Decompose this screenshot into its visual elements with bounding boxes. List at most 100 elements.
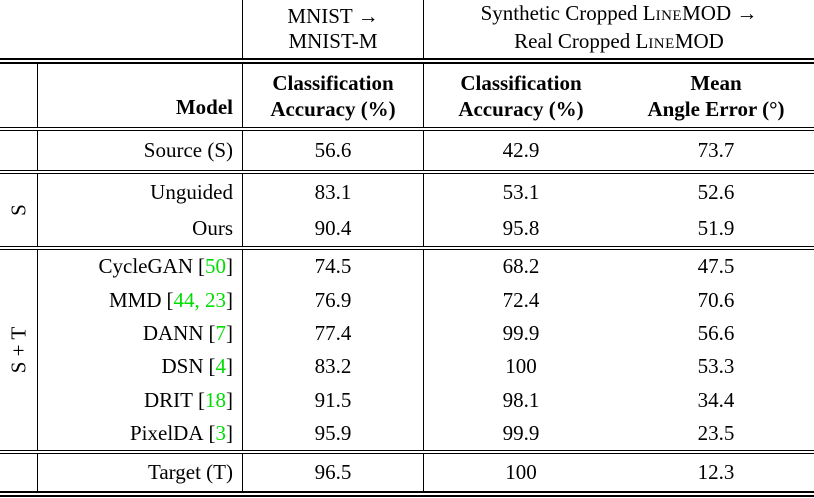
row-group-label-column: S + T [0,250,37,450]
model-cell: Target (T) [37,454,242,492]
model-name: MMD [108,287,162,312]
citation: [7] [209,321,234,346]
row-group: S Unguided 83.1 53.1 52.6 Ours 90.4 95.8… [0,174,814,246]
col2-header-line2: Accuracy (%) [458,96,584,121]
citation: [18] [198,388,233,413]
col1-header-line2: Accuracy (%) [270,96,396,121]
model-cell: PixelDA [3] [37,416,242,451]
table-row: Ours 90.4 95.8 51.9 [37,210,814,246]
classification-accuracy-linemod-cell: 99.9 [423,416,618,451]
dataset-header-row: MNIST → MNIST-M Synthetic Cropped LINEMO… [0,0,814,58]
model-name: DRIT [144,387,193,412]
citation-number[interactable]: 4 [215,354,227,379]
classification-accuracy-mnist-cell: 83.2 [242,350,423,384]
citation-close-bracket: ] [226,354,233,379]
model-cell: CycleGAN [50] [37,250,242,284]
classification-accuracy-linemod-cell: 68.2 [423,250,618,284]
table-rule-bottom [0,491,814,498]
model-name: CycleGAN [98,254,193,279]
model-cell: DRIT [18] [37,383,242,417]
classification-accuracy-linemod-cell: 95.8 [423,210,618,246]
row-group-rows: Source (S) 56.6 42.9 73.7 [37,131,814,170]
col3-header-line2: Angle Error (°) [647,96,785,121]
table-row: Unguided 83.1 53.1 52.6 [37,174,814,210]
citation: [4] [209,354,234,379]
col1-header: Classification Accuracy (%) [242,64,423,127]
section-divider-rule [0,170,814,174]
mean-angle-error-cell: 56.6 [697,320,735,345]
citation: [3] [209,421,234,446]
classification-accuracy-mnist-cell: 96.5 [242,454,423,492]
classification-accuracy-mnist-cell: 74.5 [242,250,423,284]
model-name: Source (S) [143,138,233,162]
mean-angle-error-cell: 53.3 [697,354,735,379]
citation-number[interactable]: 3 [215,421,227,446]
col2-header: Classification Accuracy (%) [423,64,618,127]
dataset-mnist-line1: MNIST → [287,4,379,28]
classification-accuracy-linemod-cell: 53.1 [423,174,618,210]
model-name: DANN [142,320,204,345]
mean-angle-error-cell: 47.5 [697,254,735,279]
row-group: S + T CycleGAN [50] 74.5 68.2 47.5 MMD [44… [0,250,814,451]
model-name: Unguided [150,179,233,204]
table-rule-below-header [0,127,814,131]
classification-accuracy-mnist-cell: 95.9 [242,416,423,451]
table-row: Target (T) 96.5 100 12.3 [37,454,814,492]
citation-close-bracket: ] [226,320,233,345]
table-row: PixelDA [3] 95.9 99.9 23.5 [37,416,814,451]
model-name: DSN [161,354,204,379]
citation-open-bracket: [ [198,387,205,412]
table-row: DANN [7] 77.4 99.9 56.6 [37,316,814,351]
col3-header: Mean Angle Error (°) [618,64,814,127]
section-divider-rule [0,450,814,455]
citation-open-bracket: [ [166,287,174,312]
classification-accuracy-linemod-cell: 100 [423,350,618,384]
classification-accuracy-linemod-cell: 72.4 [423,283,618,317]
citation-close-bracket: ] [226,287,233,312]
classification-accuracy-linemod-cell: 99.9 [423,316,618,351]
model-name: Target (T) [147,460,233,485]
model-cell: DANN [7] [37,316,242,351]
citation-open-bracket: [ [208,320,216,345]
citation-close-bracket: ] [226,254,233,279]
mean-angle-error-cell: 52.6 [697,179,735,204]
citation-number[interactable]: 50 [205,254,226,279]
citation-open-bracket: [ [208,354,216,379]
citation-open-bracket: [ [198,254,205,279]
classification-accuracy-mnist-cell: 76.9 [242,283,423,317]
model-cell: Ours [37,210,242,246]
model-column-header: Model [37,64,242,127]
citation-number[interactable]: 44, 23 [173,287,227,312]
model-name: Ours [192,215,233,240]
classification-accuracy-mnist-cell: 83.1 [242,174,423,210]
row-group-rows: Target (T) 96.5 100 12.3 [37,454,814,492]
col2-header-line1: Classification [460,70,582,95]
model-cell: MMD [44, 23] [37,283,242,317]
classification-accuracy-mnist-cell: 77.4 [242,316,423,351]
row-group-label-column [0,454,37,491]
section-divider-rule [0,246,814,250]
citation-close-bracket: ] [226,387,233,412]
classification-accuracy-linemod-cell: 42.9 [423,131,618,170]
classification-accuracy-linemod-cell: 100 [423,454,618,492]
table-row: DRIT [18] 91.5 98.1 34.4 [37,383,814,417]
classification-accuracy-linemod-cell: 98.1 [423,383,618,417]
citation-number[interactable]: 7 [215,320,227,345]
row-group-label: S [6,204,30,216]
dataset-header-spacer [0,0,242,58]
table-row: DSN [4] 83.2 100 53.3 [37,350,814,384]
table-row: MMD [44, 23] 76.9 72.4 70.6 [37,283,814,317]
row-group-label-column: S [0,174,37,246]
table-rule-top [0,58,814,64]
table-row: CycleGAN [50] 74.5 68.2 47.5 [37,250,814,284]
column-header-row: Model Classification Accuracy (%) Classi… [0,64,814,127]
mean-angle-error-cell: 51.9 [697,215,735,240]
citation-number[interactable]: 18 [205,387,226,412]
row-group-label: S + T [6,326,30,374]
model-cell: Unguided [37,174,242,210]
citation-open-bracket: [ [208,421,216,446]
row-group: Target (T) 96.5 100 12.3 [0,454,814,492]
mean-angle-error-cell: 70.6 [697,287,735,312]
model-cell: DSN [4] [37,350,242,384]
